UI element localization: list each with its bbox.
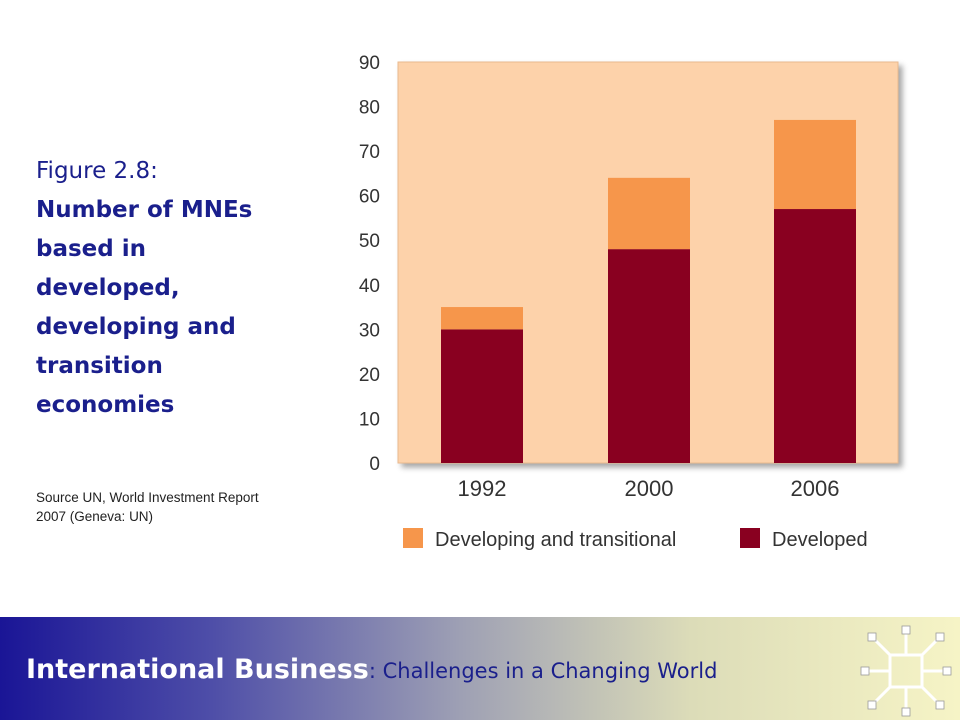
bar-segment-developed-2006 xyxy=(774,209,856,463)
legend-label: Developed xyxy=(772,529,868,551)
y-tick-label: 60 xyxy=(359,187,380,208)
source-line: 2007 (Geneva: UN) xyxy=(36,509,154,524)
y-tick-label: 50 xyxy=(359,231,380,252)
footer-subtitle: Challenges in a Changing World xyxy=(375,659,718,683)
legend-label: Developing and transitional xyxy=(435,529,676,551)
figure-title-line: economies xyxy=(36,392,175,418)
y-tick-label: 20 xyxy=(359,365,380,386)
legend-swatch xyxy=(740,528,760,548)
figure-label: Figure 2.8: xyxy=(36,158,158,184)
y-axis-tick-labels: 0 10 20 30 40 50 60 70 80 90 xyxy=(359,53,380,475)
stacked-bar-chart: 0 10 20 30 40 50 60 70 80 90 1992 2000 2006 Develop… xyxy=(359,53,899,551)
y-tick-label: 40 xyxy=(359,276,380,297)
figure-title-line: developing and xyxy=(36,314,236,340)
bar-segment-developing-2006 xyxy=(774,119,856,210)
source-line: Source UN, World Investment Report xyxy=(36,490,259,505)
y-tick-label: 70 xyxy=(359,142,380,163)
y-tick-label: 30 xyxy=(359,320,380,341)
bar-segment-developed-1992 xyxy=(441,329,523,463)
source-note: Source UN, World Investment Report 2007 … xyxy=(36,488,316,526)
legend: Developing and transitional Developed xyxy=(403,528,868,551)
footer-separator: : xyxy=(368,659,376,683)
network-logo-icon xyxy=(860,625,952,717)
y-tick-label: 90 xyxy=(359,53,380,74)
bars xyxy=(441,119,856,463)
figure-title-line: Number of MNEs xyxy=(36,197,253,223)
legend-swatch xyxy=(403,528,423,548)
figure-caption: Figure 2.8: Number of MNEs based in deve… xyxy=(36,152,326,425)
x-axis-tick-labels: 1992 2000 2006 xyxy=(458,476,840,501)
footer-main-title: International Business xyxy=(26,654,369,685)
figure-title-line: based in xyxy=(36,236,147,262)
y-tick-label: 0 xyxy=(369,454,380,475)
bar-segment-developing-1992 xyxy=(441,307,523,330)
footer-banner: International Business: Challenges in a … xyxy=(0,617,960,720)
footer-title: International Business: Challenges in a … xyxy=(26,654,717,685)
bar-segment-developed-2000 xyxy=(608,249,690,463)
y-tick-label: 10 xyxy=(359,409,380,430)
figure-title-line: transition xyxy=(36,353,163,379)
x-tick-label: 2006 xyxy=(791,476,840,501)
x-tick-label: 2000 xyxy=(625,476,674,501)
bar-segment-developing-2000 xyxy=(608,177,690,250)
y-tick-label: 80 xyxy=(359,98,380,119)
x-tick-label: 1992 xyxy=(458,476,507,501)
figure-title-line: developed, xyxy=(36,275,180,301)
